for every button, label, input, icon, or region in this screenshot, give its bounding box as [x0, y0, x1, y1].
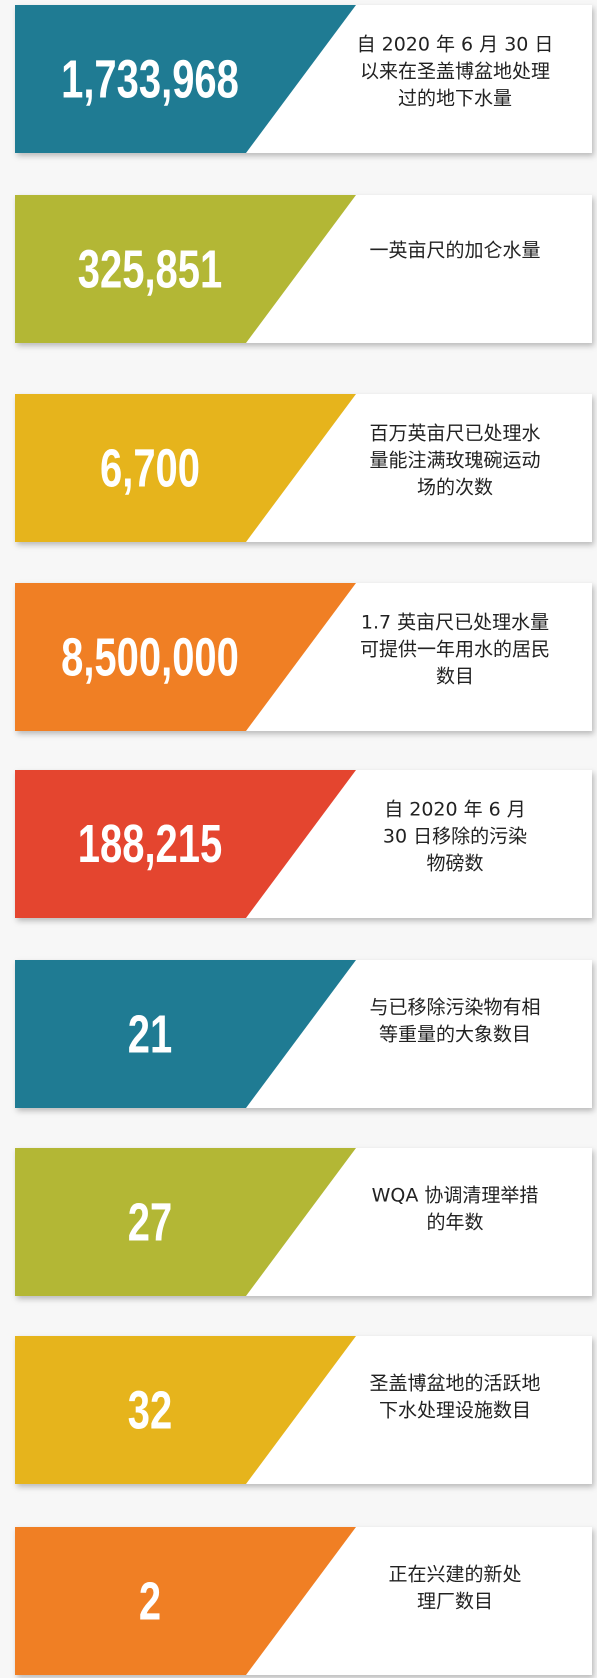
stat-description: 理厂数目	[417, 1591, 493, 1613]
stat-number: 21	[128, 1005, 172, 1065]
stat-description: 30 日移除的污染	[383, 826, 527, 848]
stat-description: 百万英亩尺已处理水	[369, 423, 540, 445]
stat-description: 自 2020 年 6 月 30 日	[357, 34, 554, 56]
stat-description: 数目	[436, 666, 474, 688]
card-color-block	[15, 960, 356, 1108]
card-color-block	[15, 1148, 356, 1296]
stat-description: 量能注满玫瑰碗运动	[369, 450, 540, 472]
stat-description: 物磅数	[426, 853, 483, 875]
stat-description: 与已移除污染物有相	[369, 997, 540, 1019]
stat-description: 场的次数	[417, 477, 493, 499]
stat-number: 27	[128, 1193, 172, 1253]
stat-description: 自 2020 年 6 月	[384, 799, 526, 821]
stat-number: 188,215	[78, 815, 222, 875]
stat-card: 325,851 一英亩尺的加仑水量	[15, 195, 592, 343]
card-color-block	[15, 1336, 356, 1484]
stat-description: 等重量的大象数目	[379, 1024, 531, 1046]
stat-description: 下水处理设施数目	[379, 1400, 531, 1422]
stat-description: 一英亩尺的加仑水量	[369, 240, 540, 262]
card-color-block	[15, 583, 356, 731]
stat-card: 1,733,968 自 2020 年 6 月 30 日以来在圣盖博盆地处理过的地下…	[15, 5, 592, 153]
card-color-block	[15, 394, 356, 542]
card-color-block	[15, 195, 356, 343]
stat-number: 8,500,000	[61, 628, 239, 688]
stat-description: WQA 协调清理举措	[372, 1185, 539, 1207]
card-color-block	[15, 1527, 356, 1675]
stat-number: 32	[128, 1381, 172, 1441]
stat-number: 2	[139, 1572, 161, 1632]
stat-description: 过的地下水量	[398, 88, 512, 110]
stat-description: 正在兴建的新处	[388, 1564, 521, 1586]
stat-number: 6,700	[100, 439, 200, 499]
stat-number: 325,851	[78, 240, 222, 300]
stat-description: 圣盖博盆地的活跃地	[369, 1373, 540, 1395]
stat-description: 1.7 英亩尺已处理水量	[361, 612, 549, 634]
card-color-block	[15, 5, 356, 153]
stat-description: 以来在圣盖博盆地处理	[360, 61, 550, 83]
stat-description: 的年数	[426, 1212, 483, 1234]
card-color-block	[15, 770, 356, 918]
stat-number: 1,733,968	[61, 50, 239, 110]
stat-description: 可提供一年用水的居民	[360, 639, 550, 661]
